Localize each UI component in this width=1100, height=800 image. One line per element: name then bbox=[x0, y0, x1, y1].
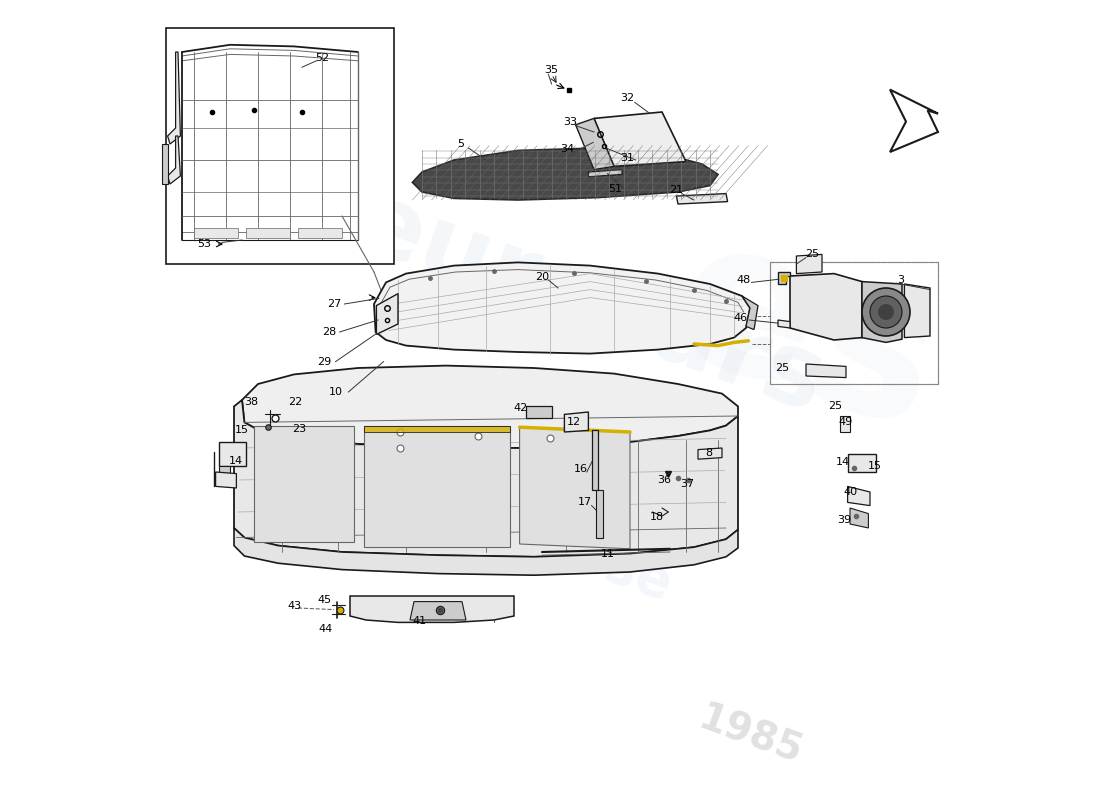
Text: 8: 8 bbox=[705, 448, 712, 458]
Text: 20: 20 bbox=[535, 272, 549, 282]
Polygon shape bbox=[596, 490, 603, 538]
Polygon shape bbox=[592, 430, 598, 490]
Text: 31: 31 bbox=[620, 154, 635, 163]
Polygon shape bbox=[219, 442, 246, 466]
Text: 12: 12 bbox=[566, 418, 581, 427]
Text: 51: 51 bbox=[608, 184, 623, 194]
Polygon shape bbox=[410, 602, 466, 620]
Polygon shape bbox=[234, 400, 738, 557]
Text: paradise: paradise bbox=[420, 475, 680, 613]
Polygon shape bbox=[904, 284, 930, 338]
Text: 41: 41 bbox=[412, 616, 427, 626]
Polygon shape bbox=[254, 426, 354, 542]
Text: 5: 5 bbox=[456, 139, 464, 149]
Text: 25: 25 bbox=[774, 363, 789, 373]
Text: 14: 14 bbox=[836, 458, 850, 467]
Polygon shape bbox=[796, 254, 822, 274]
Polygon shape bbox=[298, 228, 342, 238]
Polygon shape bbox=[742, 296, 758, 330]
Polygon shape bbox=[374, 262, 750, 354]
Polygon shape bbox=[676, 194, 727, 204]
Text: 22: 22 bbox=[288, 398, 302, 407]
Text: 21: 21 bbox=[669, 186, 683, 195]
Text: 15: 15 bbox=[235, 426, 249, 435]
Text: 34: 34 bbox=[561, 144, 574, 154]
Polygon shape bbox=[412, 148, 718, 200]
Text: 25: 25 bbox=[805, 250, 820, 259]
Text: 23: 23 bbox=[292, 424, 306, 434]
Text: 49: 49 bbox=[839, 418, 854, 427]
Polygon shape bbox=[806, 364, 846, 378]
Polygon shape bbox=[790, 274, 862, 340]
Polygon shape bbox=[242, 366, 738, 448]
Polygon shape bbox=[839, 416, 850, 432]
Circle shape bbox=[878, 304, 894, 320]
Text: es: es bbox=[649, 199, 964, 473]
Text: eurocars: eurocars bbox=[342, 174, 838, 434]
Text: 16: 16 bbox=[573, 464, 587, 474]
Polygon shape bbox=[862, 282, 902, 342]
Text: 52: 52 bbox=[315, 53, 329, 62]
Text: 27: 27 bbox=[327, 299, 341, 309]
Text: 17: 17 bbox=[579, 498, 592, 507]
Text: 48: 48 bbox=[737, 275, 750, 285]
Text: 10: 10 bbox=[329, 387, 342, 397]
Text: 53: 53 bbox=[197, 239, 211, 249]
Text: 37: 37 bbox=[681, 479, 695, 489]
Text: 14: 14 bbox=[229, 456, 243, 466]
Polygon shape bbox=[850, 508, 868, 528]
Polygon shape bbox=[698, 448, 722, 459]
Circle shape bbox=[870, 296, 902, 328]
Text: 42: 42 bbox=[514, 403, 528, 413]
Polygon shape bbox=[848, 486, 870, 506]
Polygon shape bbox=[588, 170, 621, 177]
Polygon shape bbox=[890, 90, 938, 152]
Polygon shape bbox=[167, 52, 180, 144]
Polygon shape bbox=[364, 426, 510, 432]
Polygon shape bbox=[778, 320, 790, 328]
Polygon shape bbox=[166, 28, 394, 264]
Text: 38: 38 bbox=[244, 398, 258, 407]
Text: 39: 39 bbox=[837, 515, 851, 525]
Text: 40: 40 bbox=[844, 487, 858, 497]
Polygon shape bbox=[350, 596, 514, 622]
Text: 18: 18 bbox=[650, 512, 664, 522]
Polygon shape bbox=[234, 528, 738, 575]
Polygon shape bbox=[526, 406, 551, 418]
Text: a parts: a parts bbox=[403, 404, 617, 524]
Text: 36: 36 bbox=[658, 475, 671, 485]
Text: 43: 43 bbox=[287, 602, 301, 611]
Text: 11: 11 bbox=[601, 550, 615, 559]
Polygon shape bbox=[519, 427, 630, 549]
Polygon shape bbox=[848, 454, 877, 472]
Polygon shape bbox=[194, 228, 238, 238]
Text: 15: 15 bbox=[868, 462, 882, 471]
Text: 1985: 1985 bbox=[693, 700, 807, 772]
Text: 44: 44 bbox=[319, 624, 333, 634]
Polygon shape bbox=[364, 426, 510, 547]
Polygon shape bbox=[778, 272, 790, 284]
Text: 33: 33 bbox=[563, 118, 578, 127]
Polygon shape bbox=[376, 294, 398, 334]
Polygon shape bbox=[564, 412, 589, 432]
Text: 46: 46 bbox=[734, 314, 748, 323]
Text: 45: 45 bbox=[317, 595, 331, 605]
Text: 25: 25 bbox=[827, 402, 842, 411]
Circle shape bbox=[862, 288, 910, 336]
Text: 28: 28 bbox=[322, 327, 337, 337]
Polygon shape bbox=[219, 466, 230, 476]
Polygon shape bbox=[246, 228, 290, 238]
Polygon shape bbox=[216, 472, 236, 488]
Text: 29: 29 bbox=[317, 357, 331, 366]
Polygon shape bbox=[575, 118, 614, 170]
Text: 32: 32 bbox=[619, 94, 634, 103]
Text: 35: 35 bbox=[544, 66, 559, 75]
Text: 3: 3 bbox=[896, 275, 904, 285]
Polygon shape bbox=[162, 144, 167, 184]
Polygon shape bbox=[594, 112, 686, 166]
Polygon shape bbox=[167, 136, 180, 184]
